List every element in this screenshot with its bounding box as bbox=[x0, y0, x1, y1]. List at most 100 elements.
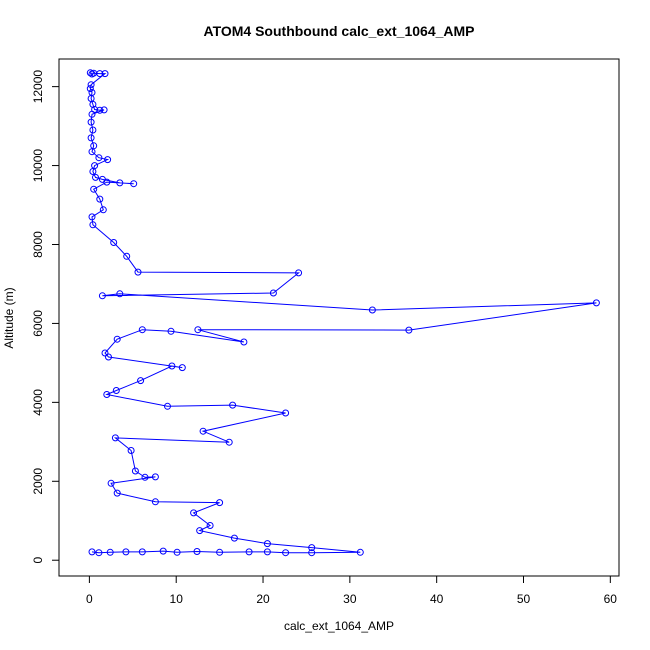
data-point bbox=[356, 548, 364, 556]
data-point bbox=[88, 148, 96, 156]
data-point bbox=[116, 179, 124, 187]
data-point bbox=[122, 548, 130, 556]
data-point bbox=[206, 522, 214, 529]
y-tick-label: 10000 bbox=[31, 149, 45, 183]
data-point bbox=[168, 362, 176, 370]
data-point bbox=[88, 548, 96, 556]
data-point bbox=[105, 353, 112, 361]
data-point bbox=[151, 498, 159, 506]
data-point bbox=[167, 327, 175, 335]
data-point bbox=[230, 534, 238, 542]
data-point bbox=[199, 427, 207, 435]
data-point bbox=[216, 548, 224, 556]
data-point bbox=[87, 81, 95, 89]
data-point bbox=[173, 548, 181, 556]
data-point bbox=[95, 549, 103, 557]
data-point bbox=[123, 252, 131, 260]
y-tick-label: 12000 bbox=[31, 70, 45, 104]
x-axis-label: calc_ext_1064_AMP bbox=[284, 619, 394, 633]
data-point bbox=[103, 391, 111, 398]
data-point bbox=[88, 110, 96, 118]
data-point bbox=[98, 292, 106, 300]
data-point bbox=[86, 69, 94, 77]
data-point bbox=[592, 299, 600, 307]
data-point bbox=[92, 173, 99, 181]
data-point bbox=[113, 489, 121, 497]
data-point bbox=[225, 438, 233, 446]
y-tick-label: 4000 bbox=[31, 389, 45, 416]
data-point bbox=[368, 306, 376, 314]
data-point bbox=[116, 290, 124, 298]
data-point bbox=[101, 70, 109, 78]
data-point bbox=[103, 178, 111, 186]
data-point bbox=[113, 335, 121, 343]
data-point bbox=[196, 527, 204, 535]
x-tick-label: 40 bbox=[430, 592, 444, 606]
data-point bbox=[89, 168, 97, 175]
data-point bbox=[111, 434, 119, 442]
data-point bbox=[100, 106, 108, 114]
data-point bbox=[141, 473, 149, 481]
data-point bbox=[178, 364, 186, 372]
data-point bbox=[130, 180, 138, 188]
data-point bbox=[110, 239, 118, 246]
x-tick-label: 20 bbox=[256, 592, 270, 606]
data-point bbox=[308, 544, 316, 552]
data-point bbox=[112, 387, 120, 394]
data-point bbox=[164, 402, 171, 410]
data-point bbox=[216, 499, 224, 507]
y-axis-label: Altitude (m) bbox=[2, 287, 16, 348]
y-tick-label: 2000 bbox=[31, 468, 45, 495]
data-point bbox=[269, 289, 277, 297]
y-tick-label: 8000 bbox=[31, 231, 45, 258]
data-point bbox=[101, 349, 109, 357]
data-point bbox=[95, 154, 103, 162]
data-point bbox=[89, 126, 97, 134]
data-point bbox=[193, 548, 201, 555]
data-point bbox=[245, 548, 253, 556]
chart-title: ATOM4 Southbound calc_ext_1064_AMP bbox=[204, 23, 475, 39]
data-point bbox=[190, 509, 198, 517]
data-point bbox=[229, 401, 237, 409]
data-point bbox=[308, 549, 316, 557]
x-tick-label: 50 bbox=[517, 592, 531, 606]
data-point bbox=[89, 221, 97, 229]
series-points bbox=[86, 69, 600, 557]
y-axis: 0 2000 4000 6000 8000 10000 12000 bbox=[31, 70, 60, 564]
data-point bbox=[88, 213, 96, 221]
data-point bbox=[86, 85, 94, 93]
x-tick-label: 0 bbox=[86, 592, 93, 606]
data-point bbox=[99, 206, 107, 214]
data-point bbox=[96, 70, 104, 78]
data-point bbox=[127, 447, 135, 454]
data-point bbox=[107, 479, 115, 487]
data-point bbox=[96, 106, 104, 114]
x-tick-label: 60 bbox=[604, 592, 618, 606]
data-point bbox=[263, 548, 271, 556]
data-point bbox=[138, 326, 146, 334]
data-point bbox=[263, 540, 271, 548]
data-point bbox=[138, 548, 146, 556]
data-point bbox=[90, 185, 98, 193]
data-point bbox=[87, 118, 95, 126]
x-tick-label: 10 bbox=[170, 592, 184, 606]
x-tick-label: 30 bbox=[343, 592, 357, 606]
data-point bbox=[134, 268, 142, 276]
data-point bbox=[137, 377, 145, 385]
data-point bbox=[282, 549, 290, 557]
data-point bbox=[104, 156, 112, 164]
data-point bbox=[405, 326, 413, 334]
data-point bbox=[87, 134, 95, 142]
data-point bbox=[282, 409, 290, 417]
data-point bbox=[151, 473, 159, 481]
data-point bbox=[295, 269, 303, 277]
y-tick-label: 0 bbox=[31, 557, 45, 564]
y-tick-label: 6000 bbox=[31, 310, 45, 337]
data-point bbox=[131, 467, 139, 475]
data-point bbox=[159, 547, 167, 555]
data-point bbox=[106, 548, 114, 556]
data-point bbox=[194, 326, 202, 334]
data-point bbox=[240, 338, 248, 346]
